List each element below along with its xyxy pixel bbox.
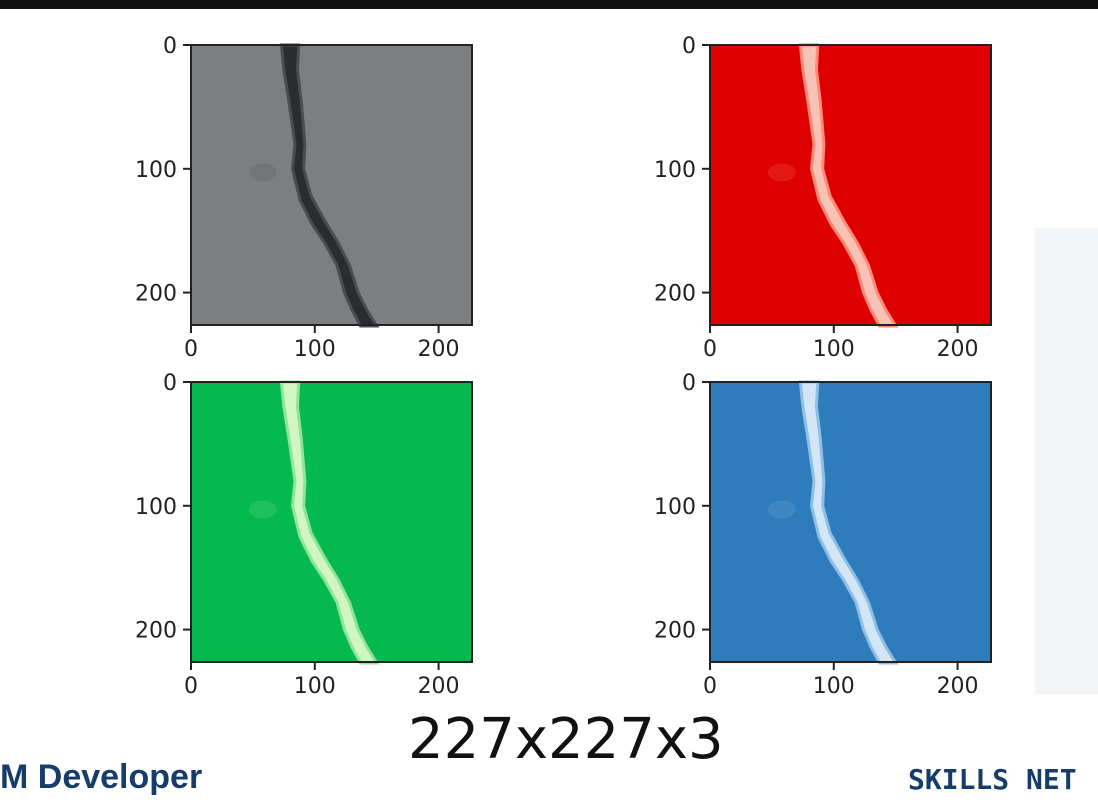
- y-tick-label: 0: [682, 34, 696, 59]
- x-tick-label: 0: [184, 674, 198, 699]
- y-tick-label: 200: [654, 282, 696, 307]
- side-panel: [1035, 228, 1098, 694]
- image-spot: [248, 500, 277, 519]
- plot-frame: [190, 381, 473, 663]
- y-tick-label: 100: [135, 495, 177, 520]
- y-tick-label: 100: [654, 495, 696, 520]
- x-tick-label: 0: [703, 674, 717, 699]
- image-green: [191, 382, 472, 662]
- x-tick-label: 200: [418, 337, 460, 362]
- image-spot: [767, 500, 796, 519]
- plot-frame: [190, 44, 473, 326]
- x-tick-label: 100: [813, 674, 855, 699]
- x-tick-label: 100: [813, 337, 855, 362]
- plot-frame: [709, 381, 992, 663]
- image-blue: [710, 382, 991, 662]
- plot-frame: [709, 44, 992, 326]
- y-tick-label: 200: [135, 282, 177, 307]
- y-tick-label: 0: [163, 34, 177, 59]
- y-tick-label: 200: [654, 619, 696, 644]
- y-tick-label: 200: [135, 619, 177, 644]
- x-tick-label: 200: [937, 674, 979, 699]
- image-panel-blue: 0 100 200 0 100 200: [654, 371, 992, 699]
- image-panel-gray: 0 100 200 0 100 200: [135, 34, 473, 362]
- image-panel-red: 0 100 200 0 100 200: [654, 34, 992, 362]
- skills-network-text: SKILLS NET: [908, 763, 1077, 796]
- brand-logo-text: M Developer: [0, 758, 203, 796]
- x-tick-label: 200: [418, 674, 460, 699]
- y-tick-label: 0: [682, 371, 696, 396]
- image-gray: [191, 45, 472, 325]
- x-tick-label: 0: [184, 337, 198, 362]
- x-tick-label: 100: [294, 674, 336, 699]
- top-bar: [0, 0, 1098, 9]
- image-dimensions-caption: 227x227x3: [408, 707, 724, 772]
- y-tick-label: 0: [163, 371, 177, 396]
- image-spot: [767, 163, 796, 182]
- y-tick-label: 100: [654, 158, 696, 183]
- y-tick-label: 100: [135, 158, 177, 183]
- image-panel-green: 0 100 200 0 100 200: [135, 371, 473, 699]
- x-tick-label: 100: [294, 337, 336, 362]
- x-tick-label: 200: [937, 337, 979, 362]
- image-red: [710, 45, 991, 325]
- image-spot: [248, 163, 277, 182]
- x-tick-label: 0: [703, 337, 717, 362]
